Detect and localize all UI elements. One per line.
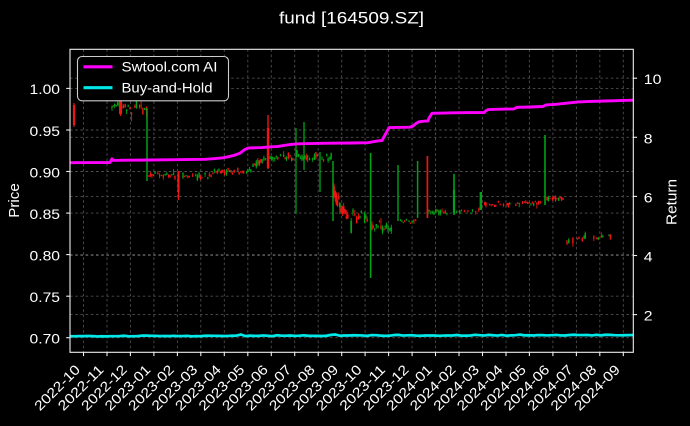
svg-text:Price: Price [7,183,23,218]
svg-text:8: 8 [644,131,653,146]
svg-text:10: 10 [644,72,662,87]
svg-text:Return: Return [665,179,681,225]
svg-text:6: 6 [644,190,653,205]
svg-text:1.00: 1.00 [30,82,61,97]
svg-text:0.80: 0.80 [30,248,61,263]
svg-text:0.95: 0.95 [30,124,61,139]
svg-text:0.75: 0.75 [30,290,61,305]
svg-text:0.70: 0.70 [30,332,61,347]
svg-text:0.90: 0.90 [30,165,61,180]
svg-text:fund [164509.SZ]: fund [164509.SZ] [279,10,424,28]
svg-text:Buy-and-Hold: Buy-and-Hold [122,81,213,96]
svg-text:2: 2 [644,309,653,324]
svg-text:4: 4 [644,250,653,265]
svg-text:0.85: 0.85 [30,207,61,222]
svg-text:Swtool.com AI: Swtool.com AI [122,60,218,75]
